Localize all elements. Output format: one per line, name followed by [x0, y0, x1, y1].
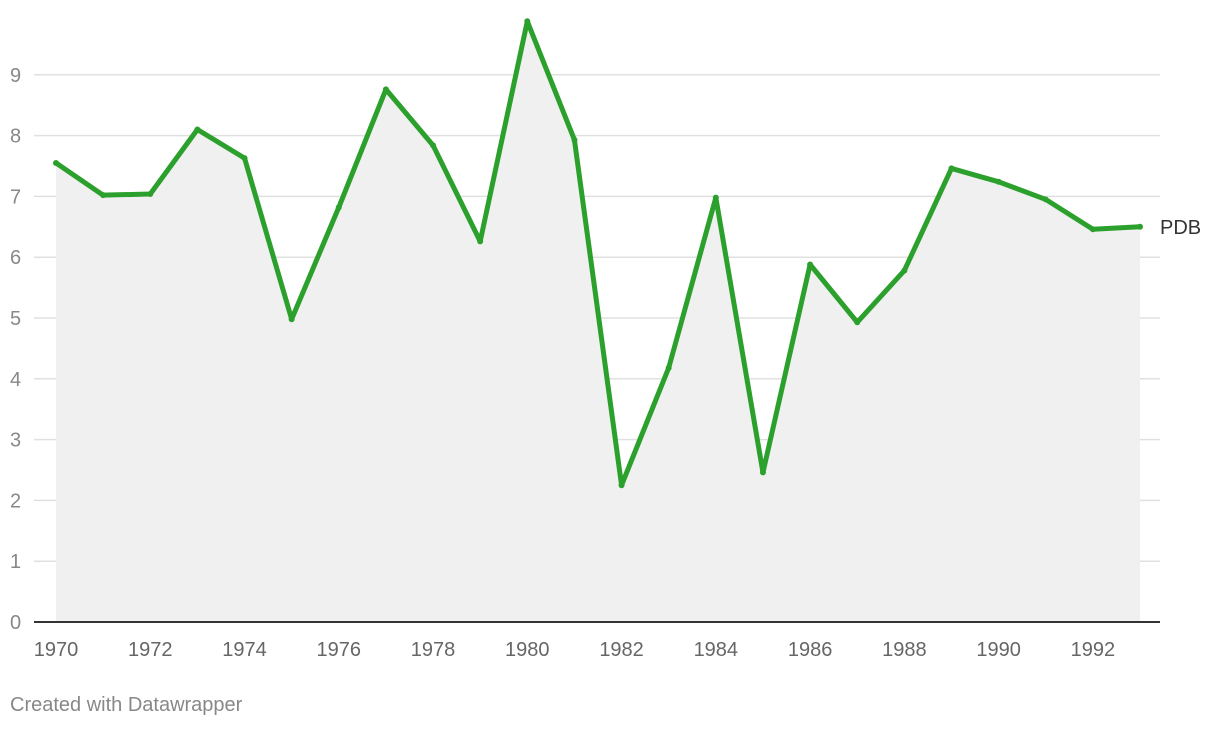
x-tick-label: 1980 [505, 639, 550, 661]
data-point [288, 316, 295, 323]
data-point [618, 482, 625, 489]
data-point [712, 194, 719, 201]
x-tick-label: 1976 [317, 639, 362, 661]
x-tick-label: 1988 [882, 639, 927, 661]
y-tick-label: 2 [10, 490, 21, 512]
data-point [1089, 226, 1096, 233]
data-point [241, 155, 248, 162]
x-tick-label: 1978 [411, 639, 456, 661]
series-points [53, 18, 1143, 489]
data-point [335, 204, 342, 211]
y-axis-labels: 0 1 2 3 4 5 6 7 8 9 [10, 65, 21, 634]
data-point [665, 364, 672, 371]
data-point [807, 261, 814, 268]
x-tick-label: 1992 [1071, 639, 1116, 661]
y-tick-label: 3 [10, 430, 21, 452]
x-tick-label: 1972 [128, 639, 173, 661]
y-tick-label: 5 [10, 308, 21, 330]
data-point [100, 192, 107, 199]
data-point [477, 238, 484, 245]
x-tick-label: 1990 [976, 639, 1021, 661]
x-tick-label: 1970 [34, 639, 79, 661]
data-point [194, 126, 201, 133]
data-point [524, 18, 531, 25]
y-tick-label: 6 [10, 247, 21, 269]
data-point [759, 469, 766, 476]
x-axis-labels: 1970 1972 1974 1976 1978 1980 1982 1984 1986 1988… [34, 639, 1115, 661]
data-point [571, 136, 578, 143]
y-tick-label: 4 [10, 369, 21, 391]
x-tick-label: 1986 [788, 639, 833, 661]
data-point [1137, 223, 1143, 230]
data-point [430, 142, 437, 149]
data-point [382, 86, 389, 93]
data-point [901, 267, 908, 274]
data-point [1042, 196, 1049, 203]
x-tick-label: 1982 [599, 639, 644, 661]
data-point [147, 190, 154, 197]
series-line [53, 18, 1143, 488]
y-tick-label: 1 [10, 551, 21, 573]
data-point [53, 159, 59, 166]
data-point [948, 165, 955, 172]
data-point [995, 178, 1002, 185]
data-point [854, 319, 861, 326]
series-label-pdb: PDB [1160, 217, 1201, 239]
y-tick-label: 7 [10, 186, 21, 208]
x-tick-label: 1974 [222, 639, 267, 661]
y-tick-label: 9 [10, 65, 21, 87]
y-tick-label: 0 [10, 612, 21, 634]
footer-credit: Created with Datawrapper [10, 694, 243, 716]
y-tick-label: 8 [10, 126, 21, 148]
x-tick-label: 1984 [694, 639, 739, 661]
